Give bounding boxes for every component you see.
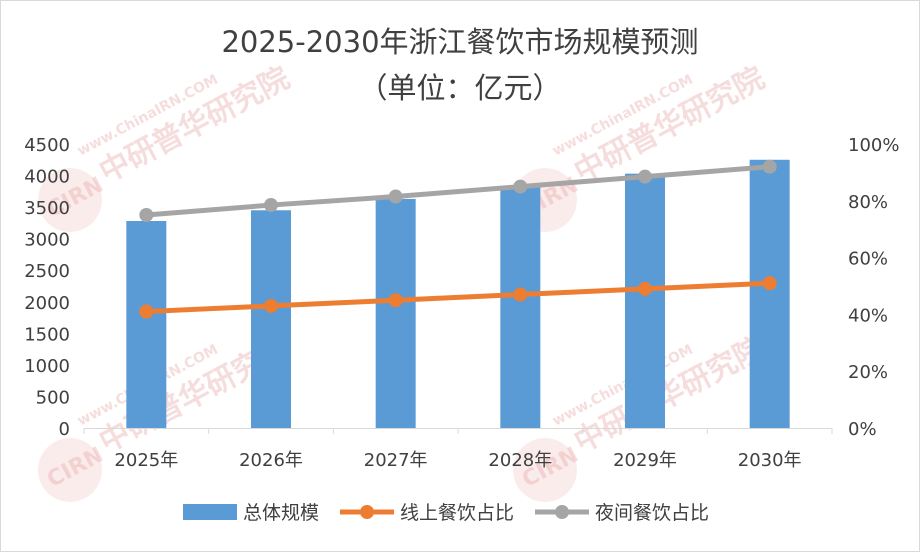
- series-point: [762, 276, 777, 291]
- y-left-tick-label: 3500: [24, 198, 70, 219]
- y-right-tick-label: 20%: [848, 362, 888, 383]
- series-point: [264, 298, 278, 313]
- legend-swatch-marker: [360, 505, 374, 519]
- y-left-tick-label: 2000: [24, 293, 70, 314]
- line-layer: [139, 159, 777, 319]
- watermark-logo-icon: [37, 438, 102, 502]
- series-point: [638, 169, 652, 184]
- bar: [375, 198, 416, 428]
- watermark-logo-icon: [37, 168, 102, 232]
- series-point: [388, 293, 403, 308]
- series-line: [146, 280, 770, 315]
- x-tick-label: 2027年: [364, 450, 428, 471]
- legend-label: 线上餐饮占比: [400, 502, 514, 524]
- bar-layer: [126, 159, 790, 428]
- y-left-tick-label: 1500: [24, 324, 70, 345]
- bar: [126, 220, 167, 428]
- y-left-tick-label: 3000: [24, 230, 70, 251]
- bar: [625, 173, 665, 428]
- y-left-tick-label: 0: [59, 419, 70, 440]
- y-left-tick-label: 1000: [24, 356, 70, 377]
- y-left-tick-label: 500: [36, 387, 70, 408]
- legend-swatch-bar: [183, 504, 237, 520]
- series-line: [146, 164, 770, 218]
- y-right-tick-label: 0%: [848, 419, 877, 440]
- x-tick-label: 2029年: [613, 450, 677, 471]
- x-tick-label: 2028年: [488, 450, 552, 471]
- axes-layer: 0 500 1000 1500 2000 2500 3000 3500 4000 4500 0% 20…: [24, 135, 899, 471]
- series-point: [388, 189, 403, 204]
- series-point: [139, 304, 154, 319]
- chart-subtitle: （单位：亿元）: [358, 71, 562, 105]
- y-right-tick-label: 80%: [848, 192, 888, 213]
- series-point: [638, 281, 652, 296]
- legend-label: 总体规模: [243, 502, 319, 524]
- series-point: [513, 287, 528, 302]
- y-right-tick-label: 100%: [848, 135, 899, 156]
- series-point: [513, 179, 528, 194]
- y-right-tick-label: 60%: [848, 249, 888, 270]
- bar: [251, 210, 291, 428]
- legend: 总体规模 线上餐饮占比 夜间餐饮占比: [183, 502, 709, 524]
- y-left-tick-label: 4000: [24, 167, 70, 188]
- chart-title: 2025-2030年浙江餐饮市场规模预测: [221, 25, 699, 59]
- y-left-tick-label: 4500: [24, 135, 70, 156]
- series-point: [264, 198, 278, 213]
- series-point: [139, 208, 154, 222]
- x-tick-label: 2030年: [738, 450, 802, 471]
- bar: [749, 159, 790, 428]
- x-tick-label: 2026年: [239, 450, 303, 471]
- y-left-tick-label: 2500: [24, 261, 70, 282]
- y-right-tick-label: 40%: [848, 305, 888, 326]
- legend-swatch-marker: [555, 505, 569, 519]
- bar: [500, 186, 541, 428]
- series-point: [762, 159, 777, 174]
- legend-label: 夜间餐饮占比: [595, 502, 709, 524]
- x-tick-label: 2025年: [114, 450, 178, 471]
- watermark-logo-icon: [513, 438, 577, 502]
